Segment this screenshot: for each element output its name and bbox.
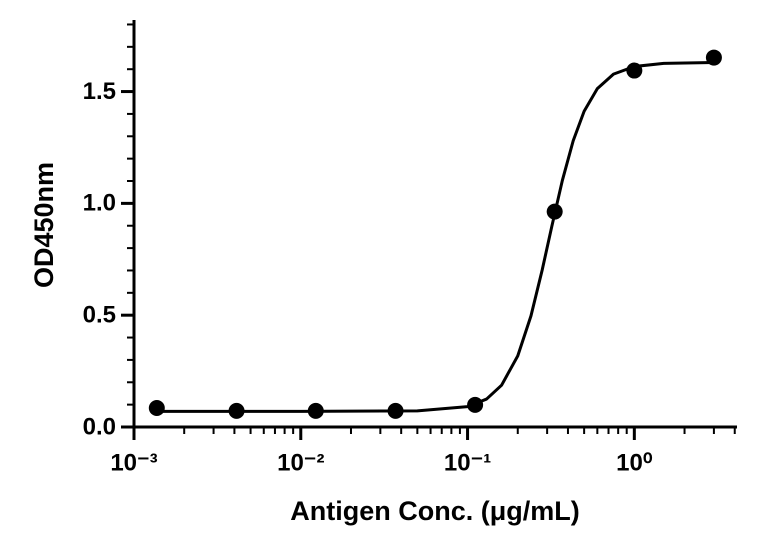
y-axis-title: OD450nm [29,162,59,288]
x-tick-label: 10⁻¹ [444,449,491,476]
data-point [705,49,722,66]
x-tick-label: 10⁻³ [110,449,157,476]
y-tick-label: 0.5 [83,302,116,329]
data-point [148,399,165,416]
x-tick-label: 10⁰ [616,449,653,476]
fit-curve [156,60,714,413]
data-point [467,396,484,413]
x-axis-title: Antigen Conc. (μg/mL) [290,496,580,526]
data-point [228,402,245,419]
y-tick-label: 0.0 [83,413,116,440]
data-point [546,203,563,220]
data-point [626,62,643,79]
y-tick-label: 1.0 [83,190,116,217]
x-tick-label: 10⁻² [277,449,324,476]
data-point [387,402,404,419]
y-tick-label: 1.5 [83,78,116,105]
data-point [307,402,324,419]
